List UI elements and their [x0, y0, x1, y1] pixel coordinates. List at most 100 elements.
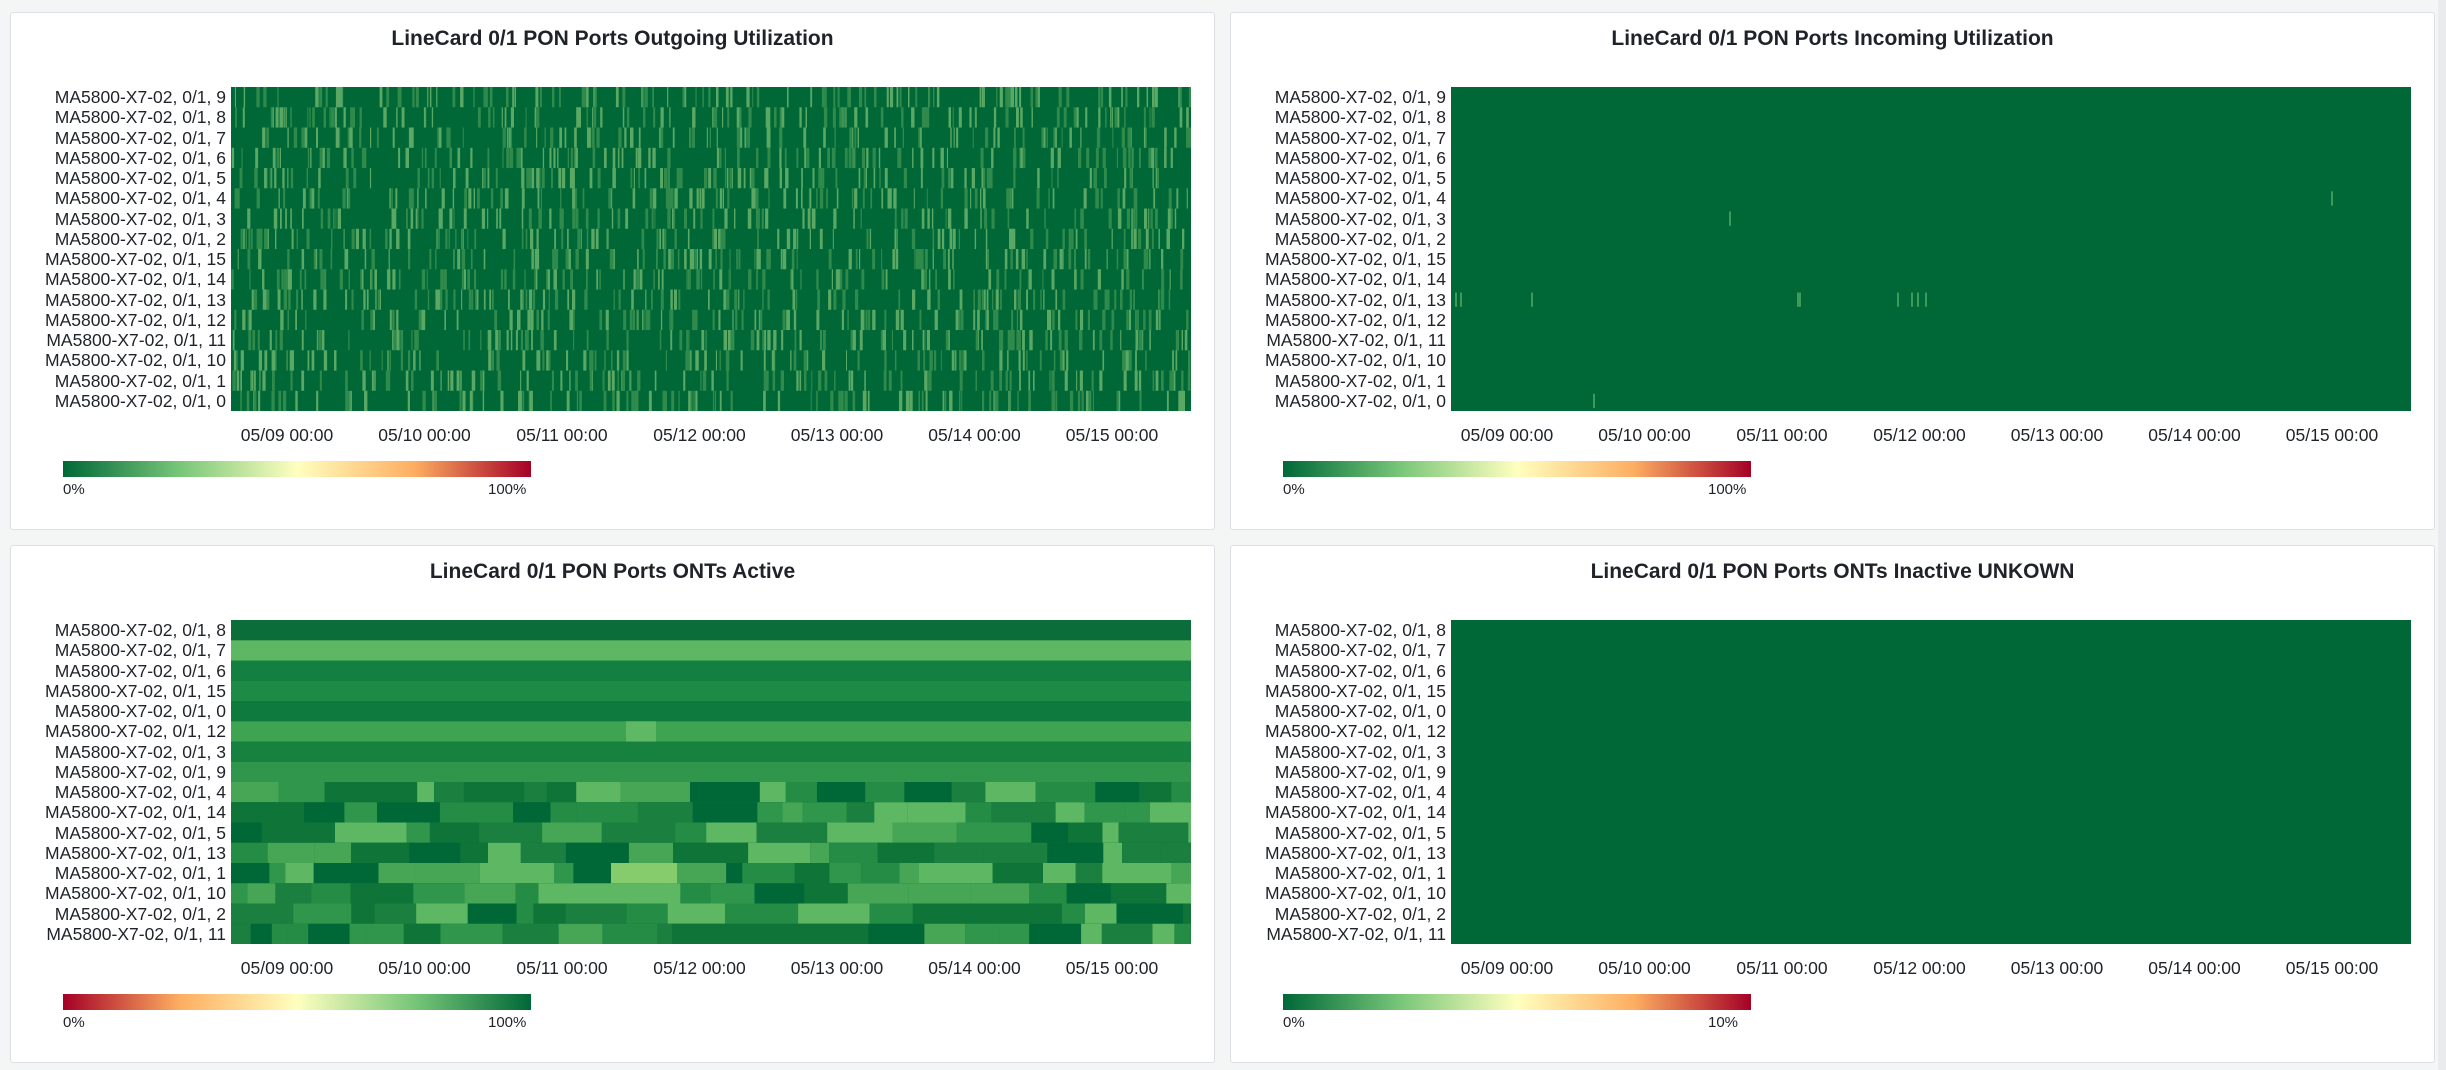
- heatmap-cell: [723, 289, 727, 310]
- heatmap-cell: [1017, 289, 1021, 310]
- heatmap-cell: [704, 168, 708, 189]
- heatmap-cell: [500, 188, 503, 209]
- row-label: MA5800-X7-02, 0/1, 12: [1265, 309, 1446, 330]
- heatmap-cell: [673, 842, 729, 864]
- row-label: MA5800-X7-02, 0/1, 7: [1274, 640, 1446, 661]
- row-label: MA5800-X7-02, 0/1, 14: [1265, 269, 1446, 290]
- heatmap-cell: [912, 330, 914, 351]
- heatmap-cell: [515, 330, 518, 351]
- heatmap-cell: [754, 309, 757, 331]
- heatmap-cell: [464, 188, 467, 209]
- heatmap-cell: [917, 350, 920, 371]
- heatmap-cell: [351, 842, 410, 864]
- heatmap-cell: [599, 269, 601, 290]
- x-tick-label: 05/11 00:00: [516, 958, 608, 978]
- heatmap-cell: [389, 350, 391, 371]
- heatmap[interactable]: [231, 87, 1191, 411]
- heatmap-cell: [836, 188, 839, 209]
- heatmap-cell: [660, 107, 664, 128]
- heatmap-cell: [975, 107, 977, 128]
- row-label: MA5800-X7-02, 0/1, 7: [54, 640, 226, 661]
- heatmap-cell: [417, 87, 419, 108]
- heatmap-cell: [1056, 107, 1060, 128]
- heatmap-cell: [248, 330, 252, 351]
- heatmap-cell: [1066, 883, 1111, 904]
- heatmap-cell: [1010, 249, 1013, 270]
- heatmap-cell: [319, 370, 322, 391]
- heatmap-cell: [1087, 309, 1090, 331]
- heatmap-cell: [465, 168, 469, 189]
- heatmap-cell: [833, 87, 836, 108]
- heatmap-cell: [669, 309, 671, 331]
- heatmap-cell: [301, 370, 305, 391]
- heatmap-cell: [286, 350, 288, 371]
- heatmap-cell: [240, 228, 243, 250]
- heatmap-cell: [1169, 370, 1171, 391]
- heatmap-cell: [881, 249, 883, 270]
- heatmap-cell: [724, 147, 726, 169]
- heatmap-cell: [714, 228, 717, 250]
- heatmap-cell: [912, 147, 914, 169]
- heatmap-cell: [1125, 87, 1128, 108]
- heatmap-cell: [623, 370, 625, 391]
- heatmap[interactable]: [1451, 620, 2411, 944]
- heatmap-cell: [535, 87, 539, 108]
- heatmap-cell: [280, 309, 284, 331]
- heatmap-cell: [283, 269, 286, 290]
- heatmap-cell: [1123, 370, 1127, 391]
- heatmap-cell: [892, 249, 895, 270]
- heatmap-cell: [675, 188, 678, 209]
- heatmap-cell: [645, 208, 649, 229]
- heatmap-cell: [391, 188, 393, 209]
- heatmap-cell: [1069, 127, 1072, 148]
- heatmap-cell: [301, 289, 303, 310]
- heatmap-cell: [1137, 309, 1139, 331]
- heatmap-cell: [247, 309, 249, 331]
- heatmap-cell: [459, 390, 462, 411]
- heatmap-cell: [613, 249, 615, 270]
- heatmap-cell: [280, 208, 282, 229]
- heatmap-cell: [699, 249, 703, 270]
- heatmap-cell: [679, 330, 683, 351]
- heatmap-cell: [1051, 168, 1053, 189]
- heatmap-cell: [864, 370, 866, 391]
- heatmap-cell: [677, 249, 680, 270]
- heatmap-cell: [1028, 370, 1031, 391]
- heatmap[interactable]: [1451, 87, 2411, 411]
- heatmap-cell: [385, 228, 388, 250]
- heatmap-cell: [550, 802, 577, 823]
- heatmap-cell: [1073, 107, 1077, 128]
- heatmap-cell: [1174, 208, 1177, 229]
- heatmap-cell: [1155, 208, 1158, 229]
- heatmap-cell: [921, 208, 925, 229]
- heatmap-cell: [740, 350, 743, 371]
- heatmap-cell: [1160, 842, 1191, 864]
- row-label: MA5800-X7-02, 0/1, 13: [45, 289, 226, 310]
- heatmap-cell: [853, 147, 855, 169]
- heatmap-cell: [1011, 228, 1016, 250]
- heatmap-cell: [699, 188, 702, 209]
- heatmap-cell: [684, 87, 687, 108]
- heatmap-cell: [340, 87, 343, 108]
- heatmap-cell: [613, 289, 615, 310]
- heatmap-cell: [1051, 269, 1055, 290]
- heatmap-cell: [716, 127, 718, 148]
- row-label: MA5800-X7-02, 0/1, 12: [1265, 721, 1446, 742]
- row-label: MA5800-X7-02, 0/1, 2: [54, 903, 226, 924]
- heatmap-cell: [616, 390, 620, 411]
- heatmap-cell: [1155, 370, 1159, 391]
- x-tick-label: 05/10 00:00: [1598, 958, 1691, 978]
- heatmap-cell: [284, 107, 286, 128]
- heatmap[interactable]: [231, 620, 1191, 944]
- x-axis: 05/09 00:00 05/10 00:00 05/11 00:00 05/12 0…: [1451, 425, 2411, 449]
- heatmap-cell: [908, 883, 971, 904]
- heatmap-cell: [1098, 107, 1101, 128]
- heatmap-cell: [728, 330, 731, 351]
- heatmap-cell: [663, 863, 727, 884]
- heatmap-cell: [937, 289, 940, 310]
- heatmap-cell: [901, 107, 904, 128]
- heatmap-cell: [607, 370, 611, 391]
- heatmap-cell: [345, 249, 349, 270]
- heatmap-cell: [794, 863, 830, 884]
- heatmap-cell: [793, 309, 797, 331]
